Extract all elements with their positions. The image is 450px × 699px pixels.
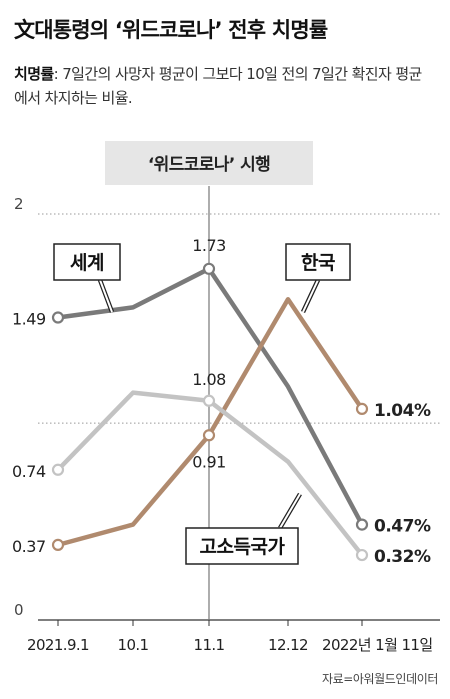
data-label: 0.74 bbox=[12, 462, 46, 481]
series-point-0 bbox=[51, 311, 65, 324]
data-label: 1.73 bbox=[192, 236, 226, 255]
legend-leader-inner bbox=[302, 279, 319, 313]
source-note: 자료=아워월드인데이터 bbox=[321, 672, 438, 686]
data-label: 0.37 bbox=[12, 537, 46, 556]
x-tick-label: 12.12 bbox=[268, 636, 308, 654]
description-term: 치명률 bbox=[14, 65, 54, 83]
series-point-2 bbox=[202, 394, 216, 407]
annotation-box bbox=[105, 141, 313, 185]
data-label: 0.32% bbox=[374, 547, 431, 567]
data-label: 1.08 bbox=[192, 370, 226, 389]
legend-leader-inner bbox=[279, 493, 301, 529]
chart-description: 치명률: 7일간의 사망자 평균이 그보다 10일 전의 7일간 확진자 평균에… bbox=[14, 62, 434, 110]
data-label: 0.47% bbox=[374, 517, 431, 537]
x-tick-label: 11.1 bbox=[194, 636, 225, 654]
series-point-1 bbox=[202, 429, 216, 442]
legend-leader-inner bbox=[99, 279, 113, 313]
series-point-2 bbox=[51, 463, 65, 476]
data-label: 1.49 bbox=[12, 310, 46, 329]
y-tick-label: 2 bbox=[14, 195, 24, 213]
x-tick-label: 2022년 1월 11일 bbox=[322, 636, 433, 654]
legend-box bbox=[185, 527, 299, 565]
series-point-1 bbox=[51, 538, 65, 551]
series-point-2 bbox=[355, 548, 369, 562]
data-label: 0.91 bbox=[192, 452, 226, 471]
legend-label: 세계 bbox=[70, 252, 104, 274]
x-tick-label: 10.1 bbox=[118, 636, 149, 654]
x-tick-label: 2021.9.1 bbox=[27, 636, 89, 654]
series-point-0 bbox=[355, 518, 369, 531]
legend-box bbox=[53, 243, 121, 281]
legend-box bbox=[285, 243, 351, 281]
series-point-1 bbox=[355, 402, 369, 415]
legend-label: 고소득국가 bbox=[200, 536, 286, 558]
legend-label: 한국 bbox=[301, 252, 335, 274]
description-text: : 7일간의 사망자 평균이 그보다 10일 전의 7일간 확진자 평균에서 차… bbox=[14, 65, 422, 107]
series-point-0 bbox=[202, 262, 216, 275]
y-tick-label: 0 bbox=[14, 601, 24, 619]
chart-title: 文대통령의 ‘위드코로나’ 전후 치명률 bbox=[14, 18, 328, 42]
data-label: 1.04% bbox=[374, 401, 431, 421]
annotation-label: ‘위드코로나’ 시행 bbox=[148, 155, 270, 175]
